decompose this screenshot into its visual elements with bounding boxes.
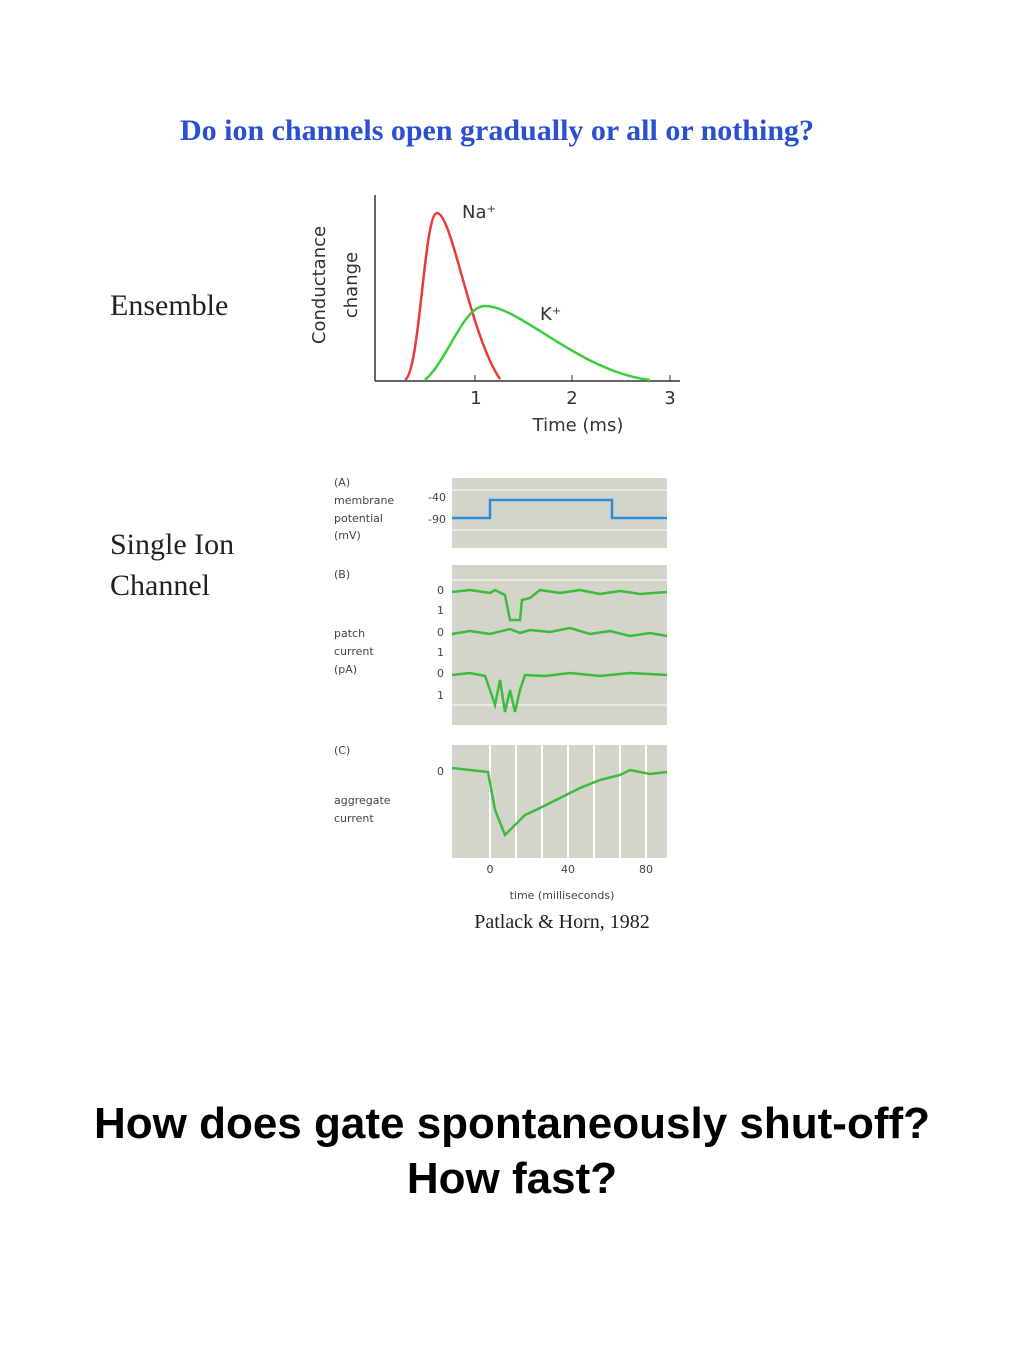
panel-label: potential (334, 512, 383, 525)
x-tick-label: 1 (470, 388, 481, 409)
voltage-trace (452, 498, 667, 520)
panel-tag: (C) (334, 744, 350, 757)
ensemble-figure: Na⁺ K⁺ 1 2 3 Time (ms) Conductance chang… (309, 195, 680, 436)
x-axis-label: time (milliseconds) (510, 889, 615, 902)
section-label: Ensemble (110, 289, 228, 322)
y-tick-label: 0 (437, 765, 444, 778)
y-axis-label: Conductance (309, 226, 330, 344)
panel-label: aggregate (334, 794, 391, 807)
x-tick-label: 80 (639, 863, 653, 876)
panel-bg (452, 565, 667, 725)
aggregate-trace (451, 766, 668, 838)
panel-label: current (334, 645, 374, 658)
k-curve (424, 304, 651, 382)
x-axis-label: Time (ms) (532, 415, 624, 436)
x-tick-label: 2 (566, 388, 577, 409)
panel-label: (pA) (334, 663, 357, 676)
section-label: Channel (110, 569, 210, 602)
y-tick-label: 1 (437, 604, 444, 617)
panel-tag: (A) (334, 476, 350, 489)
y-axis-label: change (341, 252, 362, 318)
question: How fast? (407, 1154, 617, 1203)
citation: Patlack & Horn, 1982 (474, 911, 650, 933)
patch-trace (451, 626, 668, 638)
panel-label: current (334, 812, 374, 825)
patch-trace (451, 588, 668, 622)
question: How does gate spontaneously shut-off? (94, 1099, 930, 1148)
panel-bg (452, 478, 667, 548)
panel-label: (mV) (334, 529, 361, 542)
patch-trace (451, 671, 668, 713)
curve-label: Na⁺ (462, 202, 496, 223)
section-label: Single Ion (110, 528, 234, 561)
y-tick-label: 0 (437, 584, 444, 597)
x-tick-label: 40 (561, 863, 575, 876)
x-tick-label: 3 (664, 388, 675, 409)
panel-label: membrane (334, 494, 394, 507)
panel-bg (452, 745, 667, 858)
panel-grid (452, 489, 667, 858)
y-tick-label: 1 (437, 646, 444, 659)
y-tick-label: 0 (437, 667, 444, 680)
y-tick-label: 1 (437, 689, 444, 702)
y-tick-label: -90 (428, 513, 446, 526)
curve-label: K⁺ (540, 304, 561, 325)
y-tick-label: -40 (428, 491, 446, 504)
title: Do ion channels open gradually or all or… (180, 114, 814, 147)
na-curve (404, 211, 502, 382)
x-tick-label: 0 (487, 863, 494, 876)
single-channel-figure: (A) membrane potential (mV) -40 -90 (B) … (334, 476, 668, 933)
panel-tag: (B) (334, 568, 350, 581)
panel-label: patch (334, 627, 365, 640)
y-tick-label: 0 (437, 626, 444, 639)
